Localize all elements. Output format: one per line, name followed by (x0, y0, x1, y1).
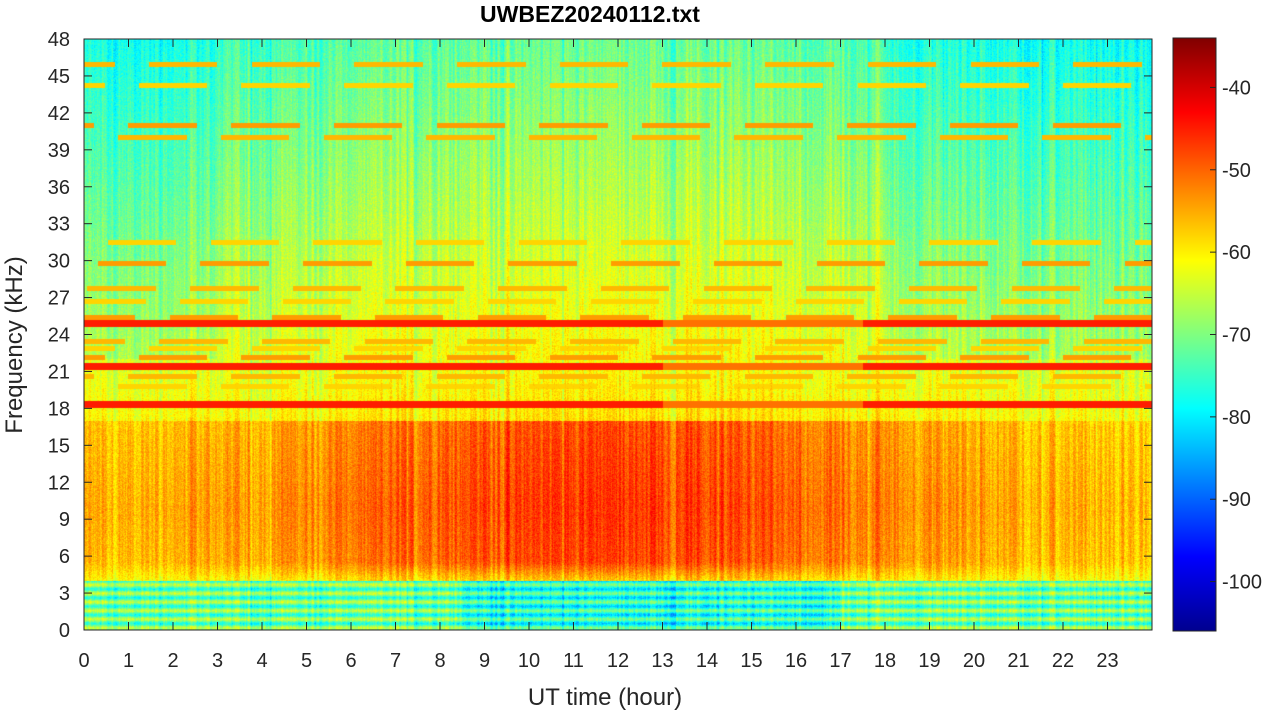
y-tick-label: 27 (48, 288, 70, 310)
x-tick-label: 6 (345, 650, 356, 672)
y-tick-label: 24 (48, 325, 70, 347)
y-tick-label: 21 (48, 361, 70, 383)
y-axis-label: Frequency (kHz) (1, 256, 28, 433)
x-tick-label: 15 (740, 650, 762, 672)
y-tick-label: 39 (48, 140, 70, 162)
x-tick-label: 1 (123, 650, 134, 672)
x-tick-label: 17 (829, 650, 851, 672)
x-tick-label: 0 (78, 650, 89, 672)
x-tick-label: 14 (696, 650, 718, 672)
x-tick-label: 16 (785, 650, 807, 672)
colorbar-tick-label: -100 (1222, 572, 1262, 594)
x-tick-label: 10 (518, 650, 540, 672)
y-tick-label: 33 (48, 214, 70, 236)
x-tick-label: 21 (1007, 650, 1029, 672)
colorbar-axis: -100 -90 -80 -70 -60 -50 -40 (1210, 77, 1262, 594)
x-tick-label: 4 (256, 650, 267, 672)
colorbar-tick-label: -50 (1222, 160, 1251, 182)
y-tick-label: 6 (59, 546, 70, 568)
y-tick-label: 18 (48, 398, 70, 420)
y-tick-label: 15 (48, 435, 70, 457)
x-tick-label: 7 (390, 650, 401, 672)
y-tick-label: 3 (59, 583, 70, 605)
y-tick-label: 30 (48, 251, 70, 273)
x-tick-label: 12 (607, 650, 629, 672)
colorbar-tick-label: -90 (1222, 489, 1251, 511)
y-tick-label: 42 (48, 103, 70, 125)
y-tick-label: 36 (48, 177, 70, 199)
y-tick-label: 48 (48, 29, 70, 51)
x-tick-label: 13 (651, 650, 673, 672)
spectrogram-heatmap (84, 39, 1152, 630)
y-tick-label: 9 (59, 509, 70, 531)
x-tick-label: 2 (167, 650, 178, 672)
x-tick-label: 19 (918, 650, 940, 672)
x-tick-label: 20 (963, 650, 985, 672)
colorbar-tick-label: -80 (1222, 407, 1251, 429)
colorbar (1172, 37, 1217, 632)
x-tick-label: 22 (1052, 650, 1074, 672)
x-tick-label: 5 (301, 650, 312, 672)
chart-title: UWBEZ20240112.txt (480, 1, 700, 27)
x-tick-label: 3 (212, 650, 223, 672)
x-tick-label: 23 (1096, 650, 1118, 672)
y-tick-label: 0 (59, 620, 70, 642)
x-tick-label: 8 (434, 650, 445, 672)
colorbar-tick-label: -60 (1222, 242, 1251, 264)
y-tick-label: 12 (48, 472, 70, 494)
x-tick-label: 9 (479, 650, 490, 672)
x-tick-label: 11 (563, 650, 584, 672)
colorbar-tick-label: -40 (1222, 77, 1251, 99)
y-tick-label: 45 (48, 66, 70, 88)
x-axis-label: UT time (hour) (528, 684, 682, 711)
x-axis: 0 1 2 3 4 5 6 7 8 9 10 11 12 13 14 15 16 17 18 19 20 21 22 23 (78, 39, 1119, 672)
colorbar-tick-label: -70 (1222, 325, 1251, 347)
x-tick-label: 18 (874, 650, 896, 672)
